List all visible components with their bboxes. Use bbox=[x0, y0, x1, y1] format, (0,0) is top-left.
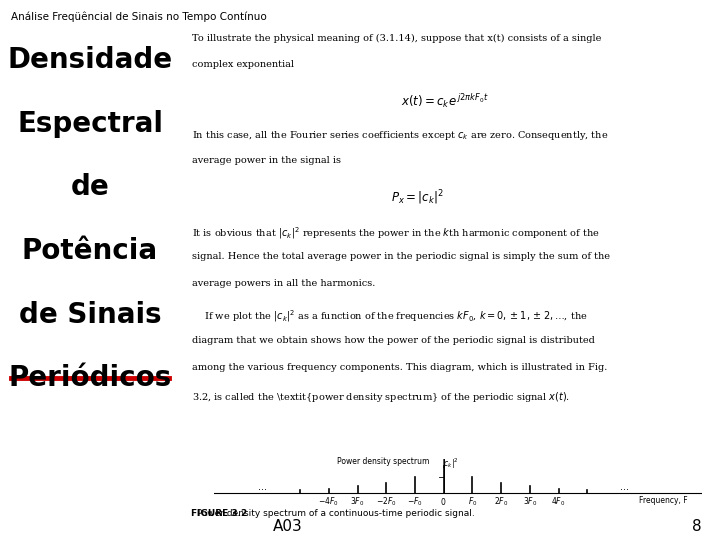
Text: Potência: Potência bbox=[22, 237, 158, 265]
Text: It is obvious that $|c_k|^2$ represents the power in the $k$th harmonic componen: It is obvious that $|c_k|^2$ represents … bbox=[192, 225, 600, 241]
Text: $3F_0$: $3F_0$ bbox=[351, 496, 365, 508]
Text: 3.2, is called the \textit{power density spectrum} of the periodic signal $x(t)$: 3.2, is called the \textit{power density… bbox=[192, 390, 570, 404]
Text: $-F_0$: $-F_0$ bbox=[407, 496, 423, 508]
Text: $P_x = |c_k|^2$: $P_x = |c_k|^2$ bbox=[392, 188, 444, 207]
Text: $|c_k|^2$: $|c_k|^2$ bbox=[441, 457, 459, 471]
Text: Power density spectrum: Power density spectrum bbox=[337, 457, 429, 466]
Text: Análise Freqüêncial de Sinais no Tempo Contínuo: Análise Freqüêncial de Sinais no Tempo C… bbox=[11, 12, 266, 22]
Text: Power density spectrum of a continuous-time periodic signal.: Power density spectrum of a continuous-t… bbox=[191, 509, 474, 518]
Text: $4F_0$: $4F_0$ bbox=[552, 496, 566, 508]
Text: FIGURE 3.2: FIGURE 3.2 bbox=[191, 509, 247, 518]
Text: average power in the signal is: average power in the signal is bbox=[192, 156, 341, 165]
Text: Densidade: Densidade bbox=[7, 46, 173, 74]
Text: Periódicos: Periódicos bbox=[9, 364, 171, 393]
Text: 8: 8 bbox=[693, 518, 702, 534]
Text: signal. Hence the total average power in the periodic signal is simply the sum o: signal. Hence the total average power in… bbox=[192, 252, 611, 261]
Text: ...: ... bbox=[620, 482, 629, 492]
Text: $-2F_0$: $-2F_0$ bbox=[376, 496, 397, 508]
Text: To illustrate the physical meaning of (3.1.14), suppose that x(t) consists of a : To illustrate the physical meaning of (3… bbox=[192, 33, 602, 43]
Text: $2F_0$: $2F_0$ bbox=[494, 496, 508, 508]
Text: If we plot the $|c_k|^2$ as a function of the frequencies $kF_0$, $k = 0, \pm 1,: If we plot the $|c_k|^2$ as a function o… bbox=[192, 308, 588, 325]
Text: A03: A03 bbox=[273, 518, 303, 534]
Text: de Sinais: de Sinais bbox=[19, 301, 161, 329]
Text: among the various frequency components. This diagram, which is illustrated in Fi: among the various frequency components. … bbox=[192, 363, 608, 372]
Text: diagram that we obtain shows how the power of the periodic signal is distributed: diagram that we obtain shows how the pow… bbox=[192, 336, 595, 345]
Text: In this case, all the Fourier series coefficients except $c_k$ are zero. Consequ: In this case, all the Fourier series coe… bbox=[192, 129, 609, 142]
Text: $x(t) = c_k e^{\,j2\pi kF_{0}t}$: $x(t) = c_k e^{\,j2\pi kF_{0}t}$ bbox=[401, 92, 488, 110]
Text: $0$: $0$ bbox=[441, 496, 447, 507]
Text: complex exponential: complex exponential bbox=[192, 60, 294, 70]
Text: Frequency, F: Frequency, F bbox=[639, 496, 688, 505]
Text: average powers in all the harmonics.: average powers in all the harmonics. bbox=[192, 279, 376, 288]
Text: ...: ... bbox=[258, 482, 267, 492]
Text: $F_0$: $F_0$ bbox=[467, 496, 477, 508]
Text: $-4F_0$: $-4F_0$ bbox=[318, 496, 339, 508]
Text: Espectral: Espectral bbox=[17, 110, 163, 138]
Text: $3F_0$: $3F_0$ bbox=[523, 496, 537, 508]
Text: de: de bbox=[71, 173, 109, 201]
